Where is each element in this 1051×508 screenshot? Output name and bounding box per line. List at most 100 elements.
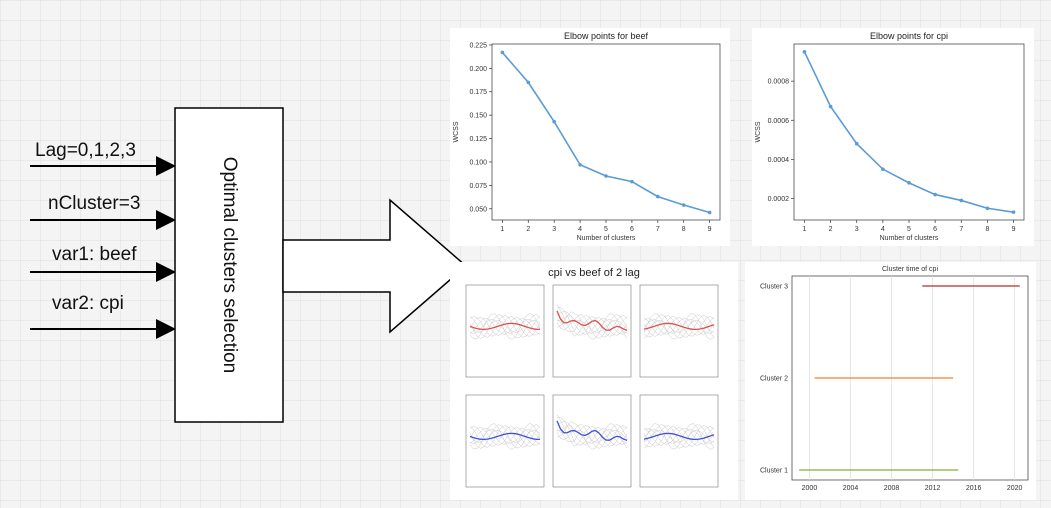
background-trace [469,427,541,446]
background-trace [556,424,628,449]
y-tick-label: Cluster 3 [760,284,788,291]
y-tick-label: Cluster 1 [760,468,788,475]
y-tick-label: 0.0008 [768,79,790,86]
background-trace [556,421,628,450]
x-tick-label: 9 [1012,226,1016,233]
background-trace [556,304,628,337]
chart-panel [745,262,1036,500]
background-trace [469,317,541,336]
chart-title: Elbow points for cpi [870,31,948,41]
background-trace [556,414,628,447]
background-trace [469,423,541,450]
centroid-trace [643,322,715,331]
data-point [907,181,911,185]
y-tick-label: 0.050 [469,206,487,213]
x-tick-label: 3 [552,226,556,233]
background-trace [643,426,715,447]
background-trace [469,315,541,338]
chart-title: cpi vs beef of 2 lag [548,267,640,279]
background-trace [469,314,541,339]
x-tick-label: 3 [855,226,859,233]
background-trace [556,311,628,340]
background-trace [469,425,541,448]
background-trace [469,316,541,337]
big-arrow [282,198,468,334]
x-tick-label: 4 [578,226,582,233]
x-tick-label: 4 [881,226,885,233]
y-axis-label: WCSS [453,121,460,142]
x-tick-label: 6 [630,226,634,233]
data-point [802,50,807,54]
x-tick-label: 9 [708,226,712,233]
data-point [552,119,556,124]
background-trace [556,421,628,445]
background-trace [643,318,715,335]
centroid-trace [556,420,628,442]
background-trace [643,317,715,336]
x-tick-label: 5 [604,226,608,233]
process-label: Optimal clusters selection [219,157,240,373]
input-label: var1: beef [52,244,137,265]
chart-title: Cluster time of cpi [882,266,938,273]
background-trace [556,314,628,339]
x-axis-label: Number of clusters [577,235,636,242]
background-trace [643,315,715,338]
data-point [656,194,660,199]
x-tick-label: 7 [959,226,963,233]
chart-panel [450,28,730,246]
background-trace [556,311,628,338]
background-trace [469,426,541,447]
background-trace [643,427,715,446]
x-axis-label: Number of clusters [880,235,939,242]
background-trace [469,428,541,445]
y-tick-label: 0.125 [469,136,487,143]
data-point [881,167,885,171]
background-trace [556,311,628,335]
data-point [604,174,608,178]
x-tick-label: 2020 [1007,485,1023,492]
data-point [959,198,964,203]
data-point [854,141,859,146]
input-label: var2: cpi [52,293,124,314]
x-tick-label: 2016 [966,485,982,492]
background-trace [556,421,628,448]
y-axis-label: WCSS [755,121,762,142]
data-point [933,192,937,197]
centroid-trace [469,322,541,331]
plot-frame [791,275,1029,481]
background-trace [643,425,715,448]
y-tick-label: Cluster 2 [760,376,788,383]
data-point [526,80,531,85]
x-tick-label: 2 [526,226,530,233]
y-tick-label: 0.200 [469,66,487,73]
input-label: nCluster=3 [48,193,140,214]
data-point [500,50,505,55]
background-trace [556,315,628,334]
y-tick-label: 0.0002 [768,196,790,203]
data-point [828,104,833,109]
y-tick-label: 0.0004 [768,157,790,164]
background-trace [469,319,541,334]
x-tick-label: 5 [907,226,911,233]
centroid-trace [556,310,628,332]
y-tick-label: 0.175 [469,89,487,96]
background-trace [469,429,541,444]
background-trace [469,313,541,340]
data-point [1011,210,1016,214]
x-tick-label: 1 [500,226,504,233]
x-tick-label: 2000 [802,485,818,492]
centroid-trace [469,432,541,441]
x-tick-label: 8 [682,226,686,233]
x-tick-label: 1 [803,226,807,233]
data-point [707,210,712,215]
data-point [681,203,686,207]
x-tick-label: 2004 [843,485,859,492]
background-trace [643,428,715,445]
background-trace [643,314,715,339]
x-tick-label: 2012 [925,485,941,492]
y-tick-label: 0.075 [469,183,487,190]
data-point [985,206,990,211]
background-trace [643,424,715,449]
